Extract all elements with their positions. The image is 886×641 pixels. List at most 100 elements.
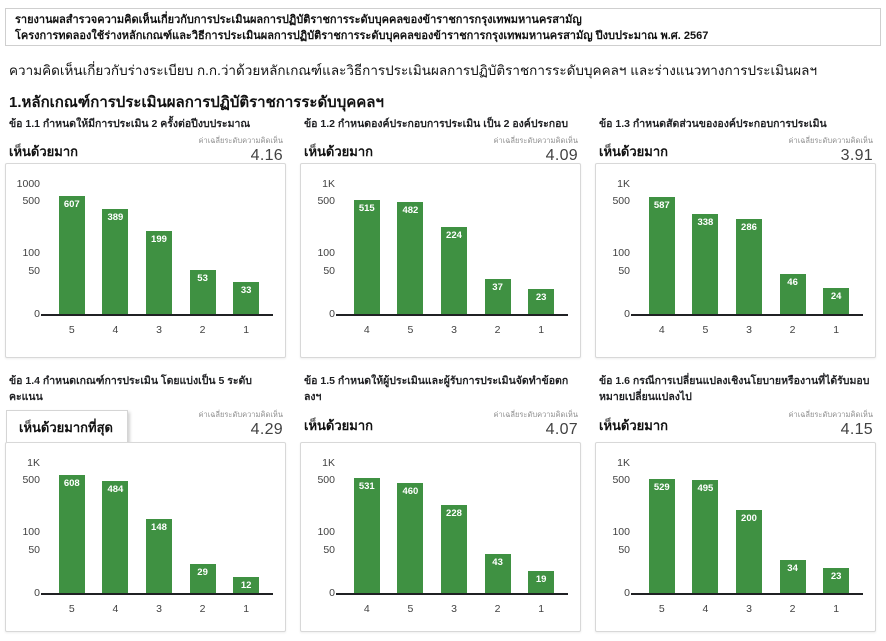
bar[interactable]: 37 — [484, 279, 511, 314]
bar-chart-card: 1K 500 100 50 0 529 5 495 4 200 3 34 2 23 1 — [595, 442, 876, 632]
bar[interactable]: 495 — [692, 480, 719, 593]
mean-value: 4.07 — [545, 420, 578, 438]
bar-slot: 46 2 — [771, 184, 815, 336]
bar[interactable]: 23 — [823, 568, 850, 593]
y-axis-tick-label: 100 — [317, 525, 335, 538]
plot-area: 1K 500 100 50 0 531 4 460 5 228 3 43 2 19 1 — [317, 457, 568, 615]
mean-scorecard: ค่าเฉลี่ยระดับความคิดเห็น 4.16 — [199, 137, 284, 164]
chart-title: ข้อ 1.5 กำหนดให้ผู้ประเมินและผู้รับการปร… — [304, 375, 569, 403]
bar-slot: 199 3 — [137, 184, 181, 336]
y-axis-tick-label: 500 — [22, 473, 40, 486]
chart-block: ข้อ 1.3 กำหนดสัดส่วนขององค์ประกอบการประเ… — [595, 115, 876, 358]
bar[interactable]: 19 — [528, 571, 555, 593]
bar[interactable]: 338 — [692, 214, 719, 314]
bar-slot: 228 3 — [432, 463, 476, 615]
mean-scorecard: ค่าเฉลี่ยระดับความคิดเห็น 4.09 — [494, 137, 579, 164]
bar[interactable]: 148 — [145, 519, 172, 593]
y-axis-tick-label: 500 — [317, 194, 335, 207]
bar[interactable]: 33 — [233, 282, 260, 314]
bar[interactable]: 199 — [145, 231, 172, 314]
bar-slot: 33 1 — [224, 184, 268, 336]
mean-caption: ค่าเฉลี่ยระดับความคิดเห็น — [788, 410, 874, 419]
bar[interactable]: 484 — [102, 481, 129, 593]
opinion-scorecard: เห็นด้วยมาก — [599, 144, 668, 159]
y-axis-tick-label: 100 — [612, 246, 630, 259]
bar-value-label: 389 — [107, 212, 124, 223]
y-axis-tick-label: 100 — [612, 525, 630, 538]
opinion-scorecard: เห็นด้วยมาก — [599, 418, 668, 433]
bar[interactable]: 228 — [440, 505, 467, 593]
bar[interactable]: 34 — [779, 560, 806, 593]
bar-slot: 607 5 — [50, 184, 94, 336]
bar[interactable]: 587 — [648, 197, 675, 314]
y-axis-tick-label: 1K — [617, 457, 630, 469]
opinion-and-mean-row: เห็นด้วยมาก ค่าเฉลี่ยระดับความคิดเห็น 4.15 — [595, 408, 876, 442]
x-axis-category-label: 4 — [363, 603, 370, 615]
y-axis-tick-label: 0 — [329, 308, 335, 320]
bar[interactable]: 286 — [735, 219, 762, 314]
bar[interactable]: 529 — [648, 479, 675, 593]
section-title: 1.หลักเกณฑ์การประเมินผลการปฏิบัติราชการร… — [9, 94, 384, 111]
mean-value: 3.91 — [840, 146, 873, 164]
mean-scorecard: ค่าเฉลี่ยระดับความคิดเห็น 4.07 — [494, 411, 579, 438]
mean-scorecard: ค่าเฉลี่ยระดับความคิดเห็น 3.91 — [789, 137, 874, 164]
x-axis-category-label: 3 — [156, 324, 162, 336]
y-axis-tick-label: 0 — [329, 587, 335, 599]
plot-area: 1K 500 100 50 0 515 4 482 5 224 3 37 2 23 1 — [317, 178, 568, 336]
mean-value: 4.09 — [545, 146, 578, 164]
bar-chart-card: 1000 500 100 50 0 607 5 389 4 199 3 53 2 33 1 — [5, 163, 286, 358]
mean-scorecard: ค่าเฉลี่ยระดับความคิดเห็น 4.15 — [789, 411, 874, 438]
bar[interactable]: 460 — [397, 483, 424, 593]
x-axis-category-label: 1 — [538, 603, 545, 615]
x-axis-category-label: 3 — [156, 603, 162, 615]
bar-value-label: 19 — [535, 574, 547, 585]
bar[interactable]: 608 — [58, 475, 85, 593]
bar[interactable]: 23 — [528, 289, 555, 314]
bar[interactable]: 482 — [397, 202, 424, 314]
bar-slot: 224 3 — [432, 184, 476, 336]
report-header: รายงานผลสำรวจความคิดเห็นเกี่ยวกับการประเ… — [5, 8, 881, 46]
bar[interactable]: 53 — [189, 270, 216, 314]
mean-caption: ค่าเฉลี่ยระดับความคิดเห็น — [493, 410, 579, 419]
bar[interactable]: 12 — [233, 577, 260, 593]
y-axis-tick-label: 50 — [618, 265, 630, 278]
bar[interactable]: 224 — [440, 227, 467, 314]
bar-value-label: 587 — [653, 200, 670, 211]
bar[interactable]: 43 — [484, 554, 511, 593]
x-axis-category-label: 3 — [451, 324, 457, 336]
bar[interactable]: 29 — [189, 564, 216, 593]
bar-slot: 37 2 — [476, 184, 520, 336]
bar[interactable]: 389 — [102, 209, 129, 314]
y-axis-tick-label: 500 — [22, 194, 40, 207]
bar-chart-card: 1K 500 100 50 0 587 4 338 5 286 3 46 2 24 1 — [595, 163, 876, 358]
y-axis-tick-label: 50 — [618, 544, 630, 557]
opinion-scorecard: เห็นด้วยมาก — [304, 418, 373, 433]
bar-slot: 23 1 — [519, 184, 563, 336]
y-axis-tick-label: 1000 — [16, 178, 40, 190]
bar-slot: 34 2 — [771, 463, 815, 615]
x-axis-line — [336, 593, 568, 595]
opinion-scorecard[interactable]: เห็นด้วยมากที่สุด — [6, 410, 128, 446]
bar-value-label: 43 — [492, 557, 503, 568]
bar-slot: 23 1 — [814, 463, 858, 615]
bar-chart-card: 1K 500 100 50 0 608 5 484 4 148 3 29 2 12 1 — [5, 442, 286, 632]
bar-value-label: 37 — [492, 282, 503, 293]
x-axis-category-label: 2 — [789, 324, 796, 336]
bar-slot: 53 2 — [181, 184, 225, 336]
x-axis-line — [41, 593, 273, 595]
chart-block: ข้อ 1.1 กำหนดให้มีการประเมิน 2 ครั้งต่อป… — [5, 115, 286, 358]
x-axis-category-label: 5 — [702, 324, 709, 336]
y-axis-tick-label: 50 — [28, 265, 40, 278]
bar-value-label: 228 — [446, 508, 462, 519]
bar[interactable]: 531 — [353, 478, 380, 593]
bar[interactable]: 200 — [735, 510, 762, 593]
bar-slot: 24 1 — [814, 184, 858, 336]
bar[interactable]: 46 — [779, 274, 806, 314]
chart-block: ข้อ 1.2 กำหนดองค์ประกอบการประเมิน เป็น 2… — [300, 115, 581, 358]
x-axis-line — [41, 314, 273, 316]
bar[interactable]: 607 — [58, 196, 85, 314]
y-axis-tick-label: 100 — [22, 525, 40, 538]
bar[interactable]: 24 — [823, 288, 850, 314]
bar-slot: 148 3 — [137, 463, 181, 615]
bar[interactable]: 515 — [353, 200, 380, 314]
